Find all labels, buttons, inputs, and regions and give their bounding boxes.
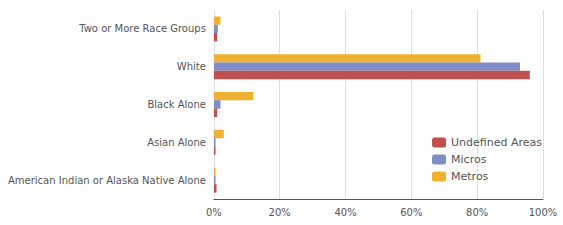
svg-text:20%: 20% xyxy=(269,207,291,218)
svg-text:0%: 0% xyxy=(206,207,222,218)
svg-text:40%: 40% xyxy=(334,207,356,218)
svg-text:Micros: Micros xyxy=(451,153,487,166)
svg-text:Asian Alone: Asian Alone xyxy=(147,137,206,148)
svg-text:White: White xyxy=(177,61,206,72)
svg-text:60%: 60% xyxy=(400,207,422,218)
svg-text:American Indian or Alaska Nati: American Indian or Alaska Native Alone xyxy=(8,175,206,186)
svg-text:Metros: Metros xyxy=(451,170,489,183)
svg-text:Undefined Areas: Undefined Areas xyxy=(451,136,542,149)
svg-text:100%: 100% xyxy=(529,207,558,218)
svg-text:Black Alone: Black Alone xyxy=(147,99,205,110)
svg-text:Two or More Race Groups: Two or More Race Groups xyxy=(78,23,206,34)
svg-text:80%: 80% xyxy=(466,207,488,218)
